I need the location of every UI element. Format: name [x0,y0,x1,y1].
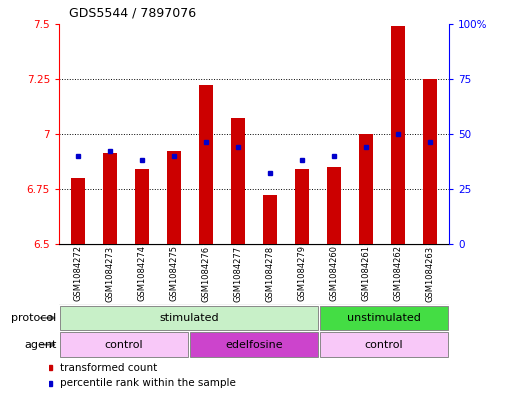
Bar [327,167,341,244]
Bar [263,195,277,244]
Text: control: control [365,340,403,350]
Text: GSM1084279: GSM1084279 [298,246,306,301]
Text: GSM1084274: GSM1084274 [137,246,147,301]
Bar [167,151,181,244]
Text: GSM1084275: GSM1084275 [169,246,179,301]
Text: control: control [105,340,143,350]
Bar [135,169,149,244]
Bar [190,332,318,357]
Text: GSM1084277: GSM1084277 [233,246,243,301]
Text: GDS5544 / 7897076: GDS5544 / 7897076 [69,7,196,20]
Bar [71,178,85,244]
Bar [61,306,318,330]
Bar [320,306,447,330]
Text: unstimulated: unstimulated [347,313,421,323]
Bar [49,365,52,370]
Text: percentile rank within the sample: percentile rank within the sample [61,378,236,389]
Text: protocol: protocol [11,313,56,323]
Text: transformed count: transformed count [61,363,157,373]
Bar [359,134,373,244]
Text: GSM1084260: GSM1084260 [329,246,339,301]
Bar [294,169,309,244]
Bar [49,381,52,386]
Bar [61,332,188,357]
Bar [103,153,117,244]
Text: GSM1084272: GSM1084272 [74,246,83,301]
Text: GSM1084276: GSM1084276 [202,246,210,301]
Text: GSM1084262: GSM1084262 [393,246,402,301]
Text: agent: agent [24,340,56,350]
Bar [320,332,447,357]
Text: stimulated: stimulated [159,313,219,323]
Text: GSM1084261: GSM1084261 [361,246,370,301]
Bar [423,79,437,244]
Bar [199,85,213,244]
Text: edelfosine: edelfosine [225,340,283,350]
Text: GSM1084263: GSM1084263 [425,246,434,301]
Text: GSM1084273: GSM1084273 [106,246,114,301]
Text: GSM1084278: GSM1084278 [265,246,274,301]
Bar [390,26,405,244]
Bar [231,118,245,244]
